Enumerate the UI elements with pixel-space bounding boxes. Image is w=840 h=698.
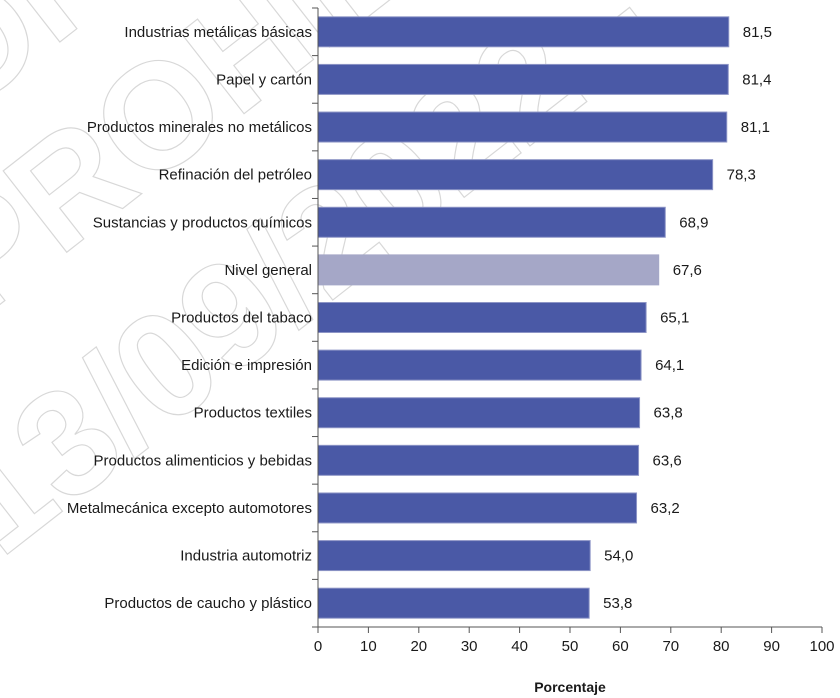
category-label: Papel y cartón <box>216 71 312 88</box>
x-tick-label: 10 <box>360 638 377 655</box>
category-label: Productos del tabaco <box>171 310 312 327</box>
category-label: Productos alimenticios y bebidas <box>94 452 312 469</box>
bar <box>318 541 590 571</box>
value-label: 53,8 <box>603 595 632 612</box>
x-tick-label: 100 <box>809 638 834 655</box>
x-tick-label: 30 <box>461 638 478 655</box>
value-label: 54,0 <box>604 548 633 565</box>
x-tick-label: 80 <box>713 638 730 655</box>
bar <box>318 64 728 94</box>
category-label: Refinación del petróleo <box>159 167 312 184</box>
bar <box>318 17 729 47</box>
x-tick-label: 60 <box>612 638 629 655</box>
value-label: 65,1 <box>660 310 689 327</box>
x-tick-label: 40 <box>511 638 528 655</box>
category-label: Productos minerales no metálicos <box>87 119 312 136</box>
bar <box>318 303 646 333</box>
bar <box>318 160 713 190</box>
x-tick-label: 50 <box>562 638 579 655</box>
bar <box>318 445 639 475</box>
value-label: 81,1 <box>741 119 770 136</box>
bar <box>318 398 640 428</box>
category-label: Edición e impresión <box>181 357 312 374</box>
x-axis-title: Porcentaje <box>534 679 606 695</box>
value-label: 64,1 <box>655 357 684 374</box>
bar <box>318 207 665 237</box>
bar <box>318 493 637 523</box>
category-label: Productos textiles <box>194 405 312 422</box>
category-label: Industria automotriz <box>180 548 312 565</box>
category-label: Productos de caucho y plástico <box>104 595 312 612</box>
x-tick-label: 70 <box>662 638 679 655</box>
category-label: Industrias metálicas básicas <box>124 24 312 41</box>
bar <box>318 588 589 618</box>
x-tick-label: 20 <box>410 638 427 655</box>
value-label: 63,8 <box>654 405 683 422</box>
value-label: 81,5 <box>743 24 772 41</box>
value-label: 63,6 <box>653 452 682 469</box>
x-tick-label: 90 <box>763 638 780 655</box>
bar <box>318 255 659 285</box>
x-tick-label: 0 <box>314 638 322 655</box>
value-label: 63,2 <box>651 500 680 517</box>
category-label: Metalmecánica excepto automotores <box>67 500 312 517</box>
category-label: Nivel general <box>224 262 312 279</box>
value-label: 81,4 <box>742 71 771 88</box>
value-label: 68,9 <box>679 214 708 231</box>
value-label: 67,6 <box>673 262 702 279</box>
bar <box>318 112 727 142</box>
value-label: 78,3 <box>727 167 756 184</box>
bar <box>318 350 641 380</box>
category-label: Sustancias y productos químicos <box>93 214 312 231</box>
